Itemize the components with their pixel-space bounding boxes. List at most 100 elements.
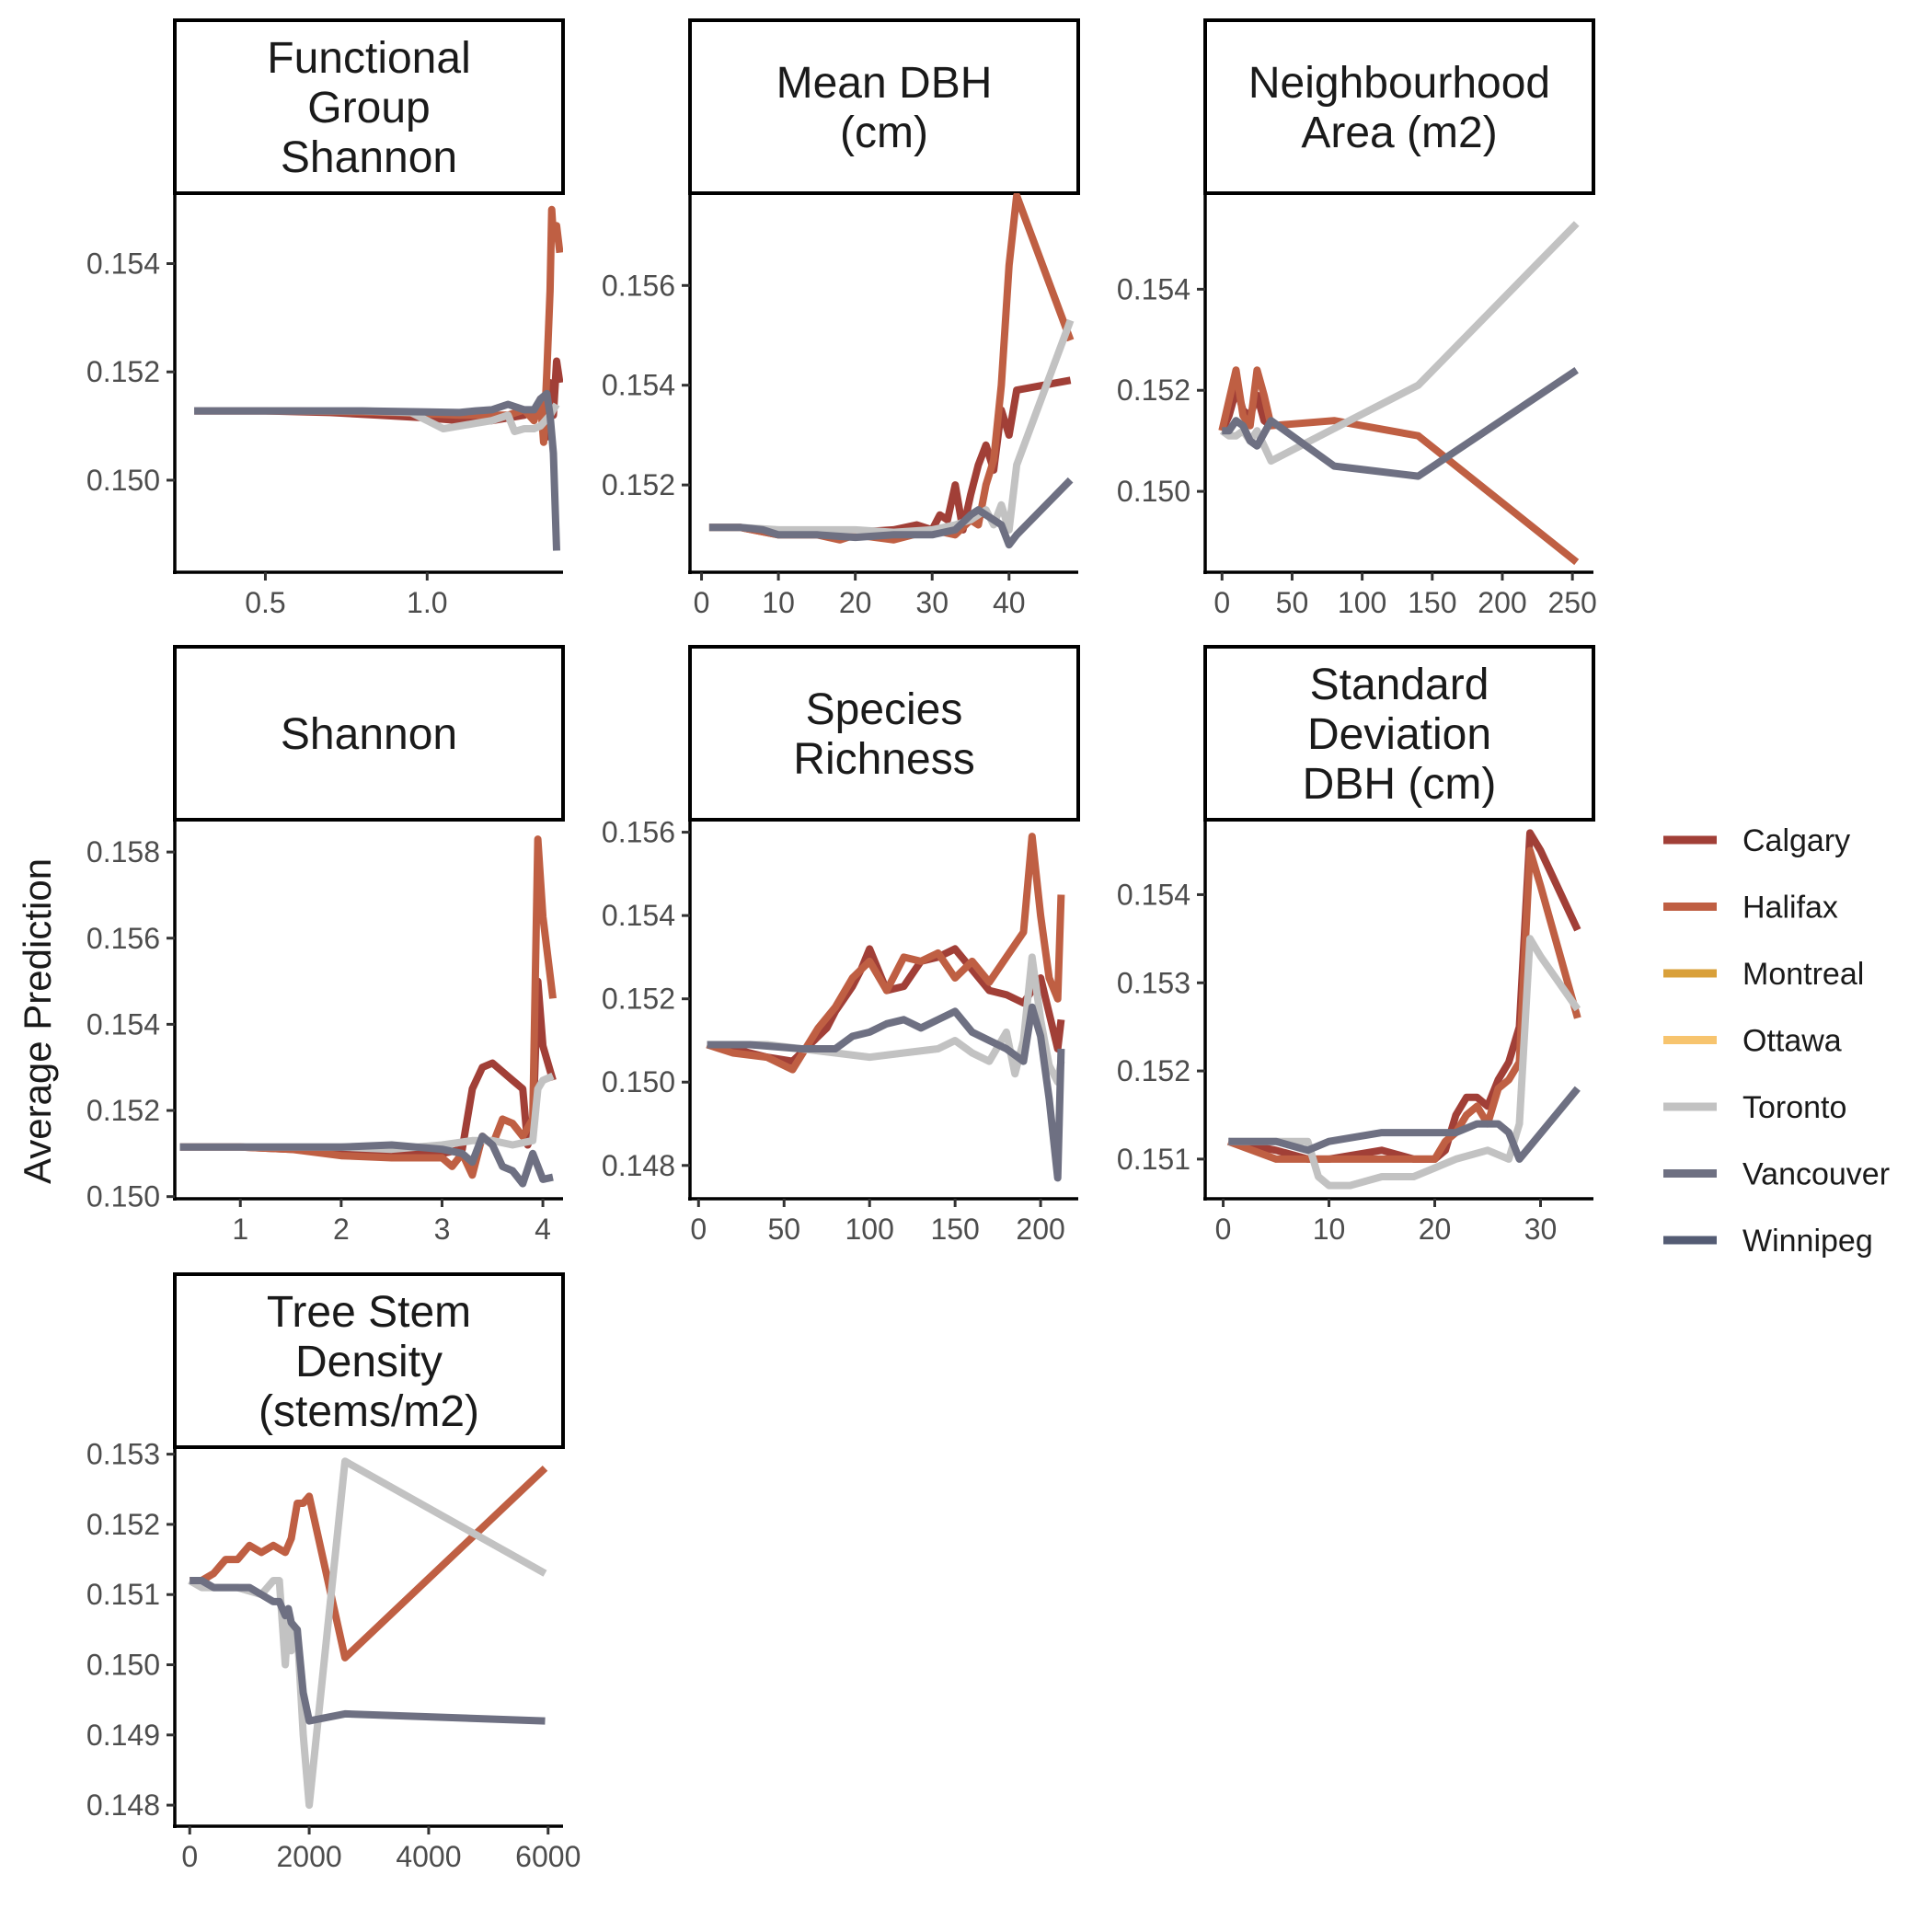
panel-species-richness: Species Richness 0.148 0.150 0.152 0.154 0.156… bbox=[602, 645, 1080, 1246]
y-tick-label: 0.154 bbox=[602, 899, 675, 932]
legend-item-vancouver: Vancouver bbox=[1663, 1157, 1890, 1192]
panel-strip bbox=[173, 18, 565, 195]
panel-title: Tree Stem Density (stems/m2) bbox=[259, 1288, 479, 1436]
series-line-calgary bbox=[194, 357, 563, 441]
panel-title: Mean DBH (cm) bbox=[776, 59, 993, 157]
series-group bbox=[194, 205, 563, 551]
x-tick-label: 100 bbox=[1338, 586, 1386, 619]
x-tick-label: 0 bbox=[1213, 586, 1230, 619]
series-line-toronto bbox=[179, 1072, 555, 1154]
x-tick-label: 50 bbox=[767, 1213, 800, 1246]
series-group bbox=[179, 835, 557, 1188]
y-tick-label: 0.150 bbox=[86, 1180, 160, 1213]
x-tick-label: 4 bbox=[535, 1213, 551, 1246]
x-tick-label: 2 bbox=[333, 1213, 350, 1246]
legend-item-toronto: Toronto bbox=[1663, 1090, 1846, 1125]
series-group bbox=[1218, 221, 1580, 566]
legend-label: Ottawa bbox=[1742, 1024, 1842, 1059]
x-tick-label: 50 bbox=[1276, 586, 1309, 619]
series-line-vancouver bbox=[190, 1577, 546, 1725]
y-tick-label: 0.152 bbox=[86, 355, 160, 388]
y-tick-label: 0.156 bbox=[86, 922, 160, 955]
panel-neighbourhood-area-m2: Neighbourhood Area (m2) 0.150 0.152 0.154 0 50… bbox=[1117, 18, 1597, 619]
y-tick-label: 0.150 bbox=[1117, 475, 1190, 508]
legend-label: Winnipeg bbox=[1742, 1224, 1873, 1259]
y-tick-label: 0.153 bbox=[86, 1438, 160, 1471]
panel-mean-dbh-cm: Mean DBH (cm) 0.152 0.154 0.156 0 10 20 30 40 bbox=[602, 18, 1080, 619]
x-tick-label: 30 bbox=[915, 586, 949, 619]
y-tick-label: 0.150 bbox=[86, 464, 160, 497]
panel-title: Standard Deviation DBH (cm) bbox=[1303, 661, 1497, 809]
x-tick-label: 200 bbox=[1478, 586, 1526, 619]
y-tick-label: 0.152 bbox=[602, 983, 675, 1016]
series-line-halifax bbox=[1226, 846, 1581, 1163]
x-tick-label: 0.5 bbox=[245, 586, 285, 619]
panel-shannon: Shannon 0.150 0.152 0.154 0.156 0.158 1 2 3 4 bbox=[86, 645, 565, 1246]
series-line-vancouver bbox=[708, 477, 1074, 549]
y-tick-label: 0.148 bbox=[86, 1788, 160, 1822]
y-tick-label: 0.154 bbox=[602, 369, 675, 402]
x-tick-label: 6000 bbox=[515, 1840, 581, 1873]
series-line-vancouver bbox=[194, 389, 560, 551]
legend-label: Montreal bbox=[1742, 957, 1864, 992]
series-line-toronto bbox=[708, 318, 1075, 536]
y-tick-label: 0.152 bbox=[602, 468, 675, 501]
x-tick-label: 150 bbox=[930, 1213, 979, 1246]
panel-strip bbox=[1203, 18, 1595, 195]
x-tick-label: 100 bbox=[845, 1213, 894, 1246]
x-tick-label: 1.0 bbox=[407, 586, 447, 619]
y-tick-label: 0.156 bbox=[602, 269, 675, 302]
y-tick-label: 0.152 bbox=[86, 1094, 160, 1127]
y-tick-label: 0.156 bbox=[602, 816, 675, 849]
series-line-vancouver bbox=[707, 1003, 1065, 1182]
series-group bbox=[1226, 829, 1581, 1190]
y-tick-label: 0.154 bbox=[1117, 878, 1190, 911]
y-tick-label: 0.158 bbox=[86, 835, 160, 868]
series-line-halifax bbox=[1218, 366, 1580, 566]
series-line-vancouver bbox=[1222, 366, 1579, 480]
legend-label: Toronto bbox=[1742, 1090, 1846, 1125]
x-tick-label: 1 bbox=[232, 1213, 248, 1246]
legend-item-winnipeg: Winnipeg bbox=[1663, 1224, 1873, 1259]
x-tick-label: 0 bbox=[690, 1213, 707, 1246]
series-group bbox=[706, 833, 1065, 1182]
x-tick-label: 20 bbox=[1419, 1213, 1452, 1246]
x-tick-label: 4000 bbox=[396, 1840, 461, 1873]
legend-item-ottawa: Ottawa bbox=[1663, 1024, 1842, 1059]
panel-strip bbox=[1203, 645, 1595, 822]
panel-strip bbox=[688, 645, 1080, 822]
y-tick-label: 0.153 bbox=[1117, 966, 1190, 999]
y-tick-label: 0.148 bbox=[602, 1149, 675, 1182]
x-tick-label: 250 bbox=[1547, 586, 1596, 619]
panel-strip bbox=[173, 1272, 565, 1449]
x-tick-label: 0 bbox=[1215, 1213, 1232, 1246]
x-tick-label: 40 bbox=[993, 586, 1026, 619]
panel-strip bbox=[688, 18, 1080, 195]
y-tick-label: 0.152 bbox=[1117, 374, 1190, 407]
legend-item-calgary: Calgary bbox=[1663, 823, 1850, 858]
x-tick-label: 0 bbox=[181, 1840, 198, 1873]
panel-title: Functional Group Shannon bbox=[267, 34, 470, 182]
y-tick-label: 0.150 bbox=[86, 1649, 160, 1682]
legend-item-halifax: Halifax bbox=[1663, 891, 1838, 926]
y-tick-label: 0.154 bbox=[86, 247, 160, 281]
x-tick-label: 3 bbox=[434, 1213, 451, 1246]
x-tick-label: 150 bbox=[1408, 586, 1456, 619]
panel-title: Neighbourhood Area (m2) bbox=[1248, 59, 1550, 157]
series-line-vancouver bbox=[179, 1133, 554, 1188]
series-line-halifax bbox=[179, 835, 557, 1179]
panel-title: Shannon bbox=[281, 710, 457, 759]
x-tick-label: 10 bbox=[1313, 1213, 1346, 1246]
series-line-halifax bbox=[190, 1465, 548, 1662]
y-tick-label: 0.151 bbox=[1117, 1143, 1190, 1176]
x-tick-label: 10 bbox=[762, 586, 795, 619]
panel-functional-group-shannon: Functional Group Shannon 0.150 0.152 0.154 0.5… bbox=[86, 18, 565, 619]
y-tick-label: 0.151 bbox=[86, 1578, 160, 1611]
y-tick-label: 0.152 bbox=[86, 1508, 160, 1541]
legend-label: Vancouver bbox=[1742, 1157, 1890, 1192]
legend-item-montreal: Montreal bbox=[1663, 957, 1864, 992]
panel-standard-deviation-dbh-cm: Standard Deviation DBH (cm) 0.151 0.152 0.153… bbox=[1117, 645, 1595, 1246]
panel-title: Species Richness bbox=[793, 685, 974, 784]
legend: Calgary Halifax Montreal Ottawa Toronto Vanco… bbox=[1663, 823, 1890, 1259]
